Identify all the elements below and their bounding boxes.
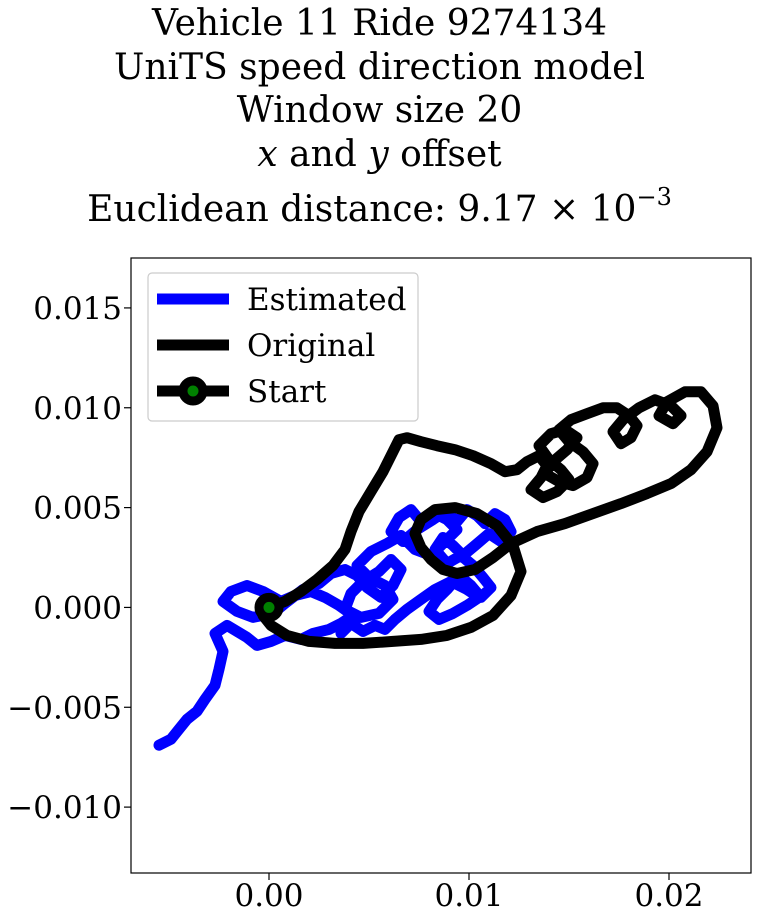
series-line-original [257,386,723,649]
axes-border [130,257,752,874]
x-tick-label: 0.02 [634,878,703,914]
title-line-offset: x and y offset [0,133,759,177]
legend-label: Original [247,328,375,364]
y-tick-label: −0.010 [7,790,122,826]
start-marker [254,592,284,622]
y-tick-label: −0.005 [7,690,122,726]
y-tick-label: 0.015 [33,291,122,327]
series-line-estimated [153,504,517,751]
title-line-model: UniTS speed direction model [114,46,645,88]
legend-start-marker [178,376,208,406]
legend-label: Estimated [247,282,406,318]
title-line-vehicle: Vehicle 11 Ride 9274134 [151,3,608,44]
x-axis-ticks: 0.00 0.01 0.02 [234,873,704,914]
title-line-distance: Euclidean distance: 9.17 × 10−3 [0,176,759,232]
y-tick-label: 0.010 [33,391,122,427]
y-axis-ticks: −0.010 −0.005 0.000 0.005 0.010 0.015 [7,291,131,826]
x-tick-label: 0.00 [234,878,303,914]
title-and: and [289,133,357,175]
legend-label: Start [247,374,327,410]
title-offset-word: offset [400,133,502,175]
chart-title: Vehicle 11 Ride 9274134 UniTS speed dire… [0,2,759,232]
title-line-window: Window size 20 [236,90,523,131]
y-tick-label: 0.000 [33,590,122,626]
title-x-symbol: x [257,133,278,175]
title-distance-text: Euclidean distance: 9.17 × 10 [87,189,637,230]
legend: Estimated Original Start [147,272,419,422]
title-y-symbol: y [368,133,389,175]
series-layer [153,386,723,751]
legend-box [147,272,419,422]
axes-frame [130,257,752,874]
title-exponent: −3 [636,183,672,211]
y-tick-label: 0.005 [33,491,122,527]
x-tick-label: 0.01 [434,878,503,914]
